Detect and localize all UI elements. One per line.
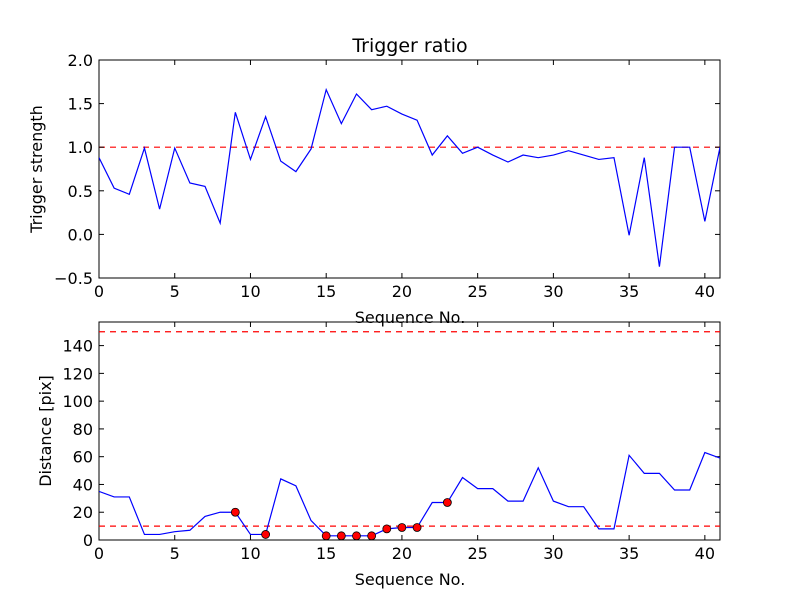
bottom-x-tick-label: 5 — [170, 544, 180, 563]
top-y-axis-label: Trigger strength — [27, 105, 46, 234]
top-x-axis-label: Sequence No. — [355, 308, 466, 327]
top-x-tick-label: 35 — [619, 282, 639, 301]
bottom-x-tick-label: 30 — [543, 544, 563, 563]
top-y-tick-label: 0.5 — [68, 182, 93, 201]
top-series-line — [99, 87, 720, 267]
bottom-y-tick-label: 20 — [73, 503, 93, 522]
bottom-marker-point — [412, 523, 422, 532]
top-x-tick-label: 5 — [170, 282, 180, 301]
top-x-tick-label: 40 — [695, 282, 715, 301]
bottom-marker-point — [230, 507, 240, 517]
trigger-ratio-plot: Trigger ratio Trigger strength Sequence … — [27, 35, 721, 327]
bottom-y-tick-label: 80 — [73, 420, 93, 439]
bottom-plot-frame — [98, 321, 721, 541]
bottom-marker-point — [442, 498, 452, 507]
top-y-tick-label: 1.5 — [68, 95, 93, 114]
top-x-tick-label: 0 — [94, 282, 104, 301]
bottom-y-tick-label: 120 — [62, 364, 93, 383]
bottom-y-tick-label: 100 — [62, 392, 93, 411]
bottom-x-tick-label: 25 — [467, 544, 487, 563]
bottom-x-tick-label: 40 — [695, 544, 715, 563]
bottom-x-tick-label: 20 — [392, 544, 412, 563]
bottom-x-tick-label: 10 — [240, 544, 260, 563]
bottom-y-tick-label: 0 — [83, 531, 93, 550]
bottom-y-tick-label: 60 — [73, 448, 93, 467]
top-y-tick-label: −0.5 — [54, 269, 93, 288]
bottom-marker-point — [367, 531, 377, 541]
bottom-y-axis-label: Distance [pix] — [36, 375, 55, 487]
top-chart-title: Trigger ratio — [351, 35, 467, 57]
bottom-marker-point — [321, 531, 331, 541]
bottom-marker-point — [336, 531, 346, 541]
top-x-tick-label: 20 — [392, 282, 412, 301]
top-x-tick-label: 25 — [467, 282, 487, 301]
top-x-tick-label: 30 — [543, 282, 563, 301]
top-y-tick-label: 2.0 — [68, 51, 93, 70]
bottom-x-tick-label: 15 — [316, 544, 336, 563]
bottom-y-tick-label: 40 — [73, 475, 93, 494]
top-y-tick-label: 0.0 — [68, 225, 93, 244]
top-x-tick-label: 10 — [240, 282, 260, 301]
bottom-x-tick-label: 0 — [94, 544, 104, 563]
bottom-marker-point — [397, 523, 407, 532]
bottom-marker-point — [382, 524, 392, 534]
top-y-tick-label: 1.0 — [68, 138, 93, 157]
bottom-marker-point — [261, 530, 271, 539]
top-plot-frame — [98, 59, 721, 279]
bottom-y-tick-label: 140 — [62, 337, 93, 356]
bottom-x-axis-label: Sequence No. — [355, 570, 466, 589]
top-x-tick-label: 15 — [316, 282, 336, 301]
bottom-x-tick-label: 35 — [619, 544, 639, 563]
bottom-marker-point — [352, 531, 361, 541]
distance-plot: Distance [pix] Sequence No. 0 5 10 15 20 25 30… — [36, 321, 721, 589]
bottom-series-line — [99, 451, 720, 537]
